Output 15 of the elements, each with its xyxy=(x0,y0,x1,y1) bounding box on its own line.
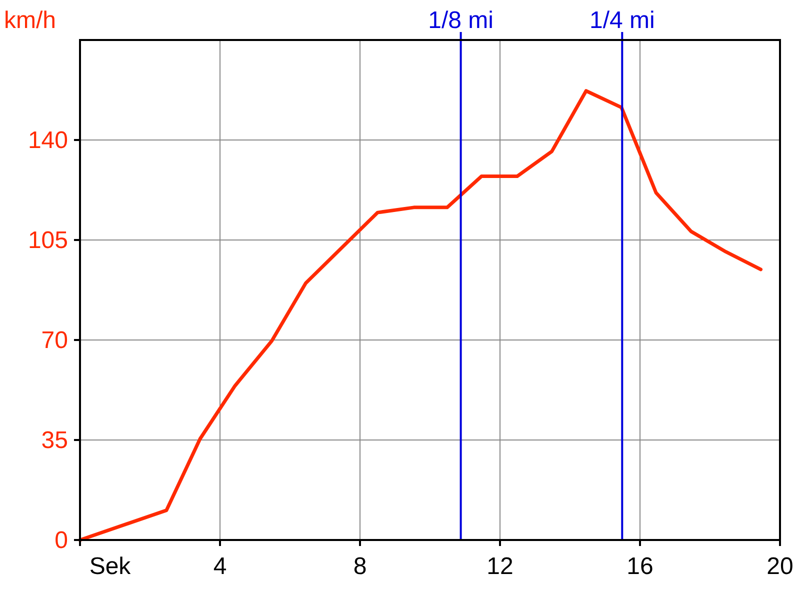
y-axis-title: km/h xyxy=(4,7,56,34)
x-tick-label: 4 xyxy=(213,553,227,580)
x-axis-title: Sek xyxy=(89,553,132,580)
y-tick-label: 0 xyxy=(54,527,68,554)
line-series xyxy=(78,89,762,542)
ref-line-label: 1/4 mi xyxy=(589,7,655,34)
x-tick-label: 20 xyxy=(766,553,794,580)
y-tick-label: 140 xyxy=(28,127,68,154)
x-tick-label: 16 xyxy=(626,553,654,580)
y-tick-label: 35 xyxy=(41,427,68,454)
x-tick-label: 12 xyxy=(486,553,514,580)
x-tick-label: 8 xyxy=(353,553,367,580)
ref-line-label: 1/8 mi xyxy=(428,7,494,34)
y-tick-label: 70 xyxy=(41,327,68,354)
y-tick-label: 105 xyxy=(28,227,68,254)
